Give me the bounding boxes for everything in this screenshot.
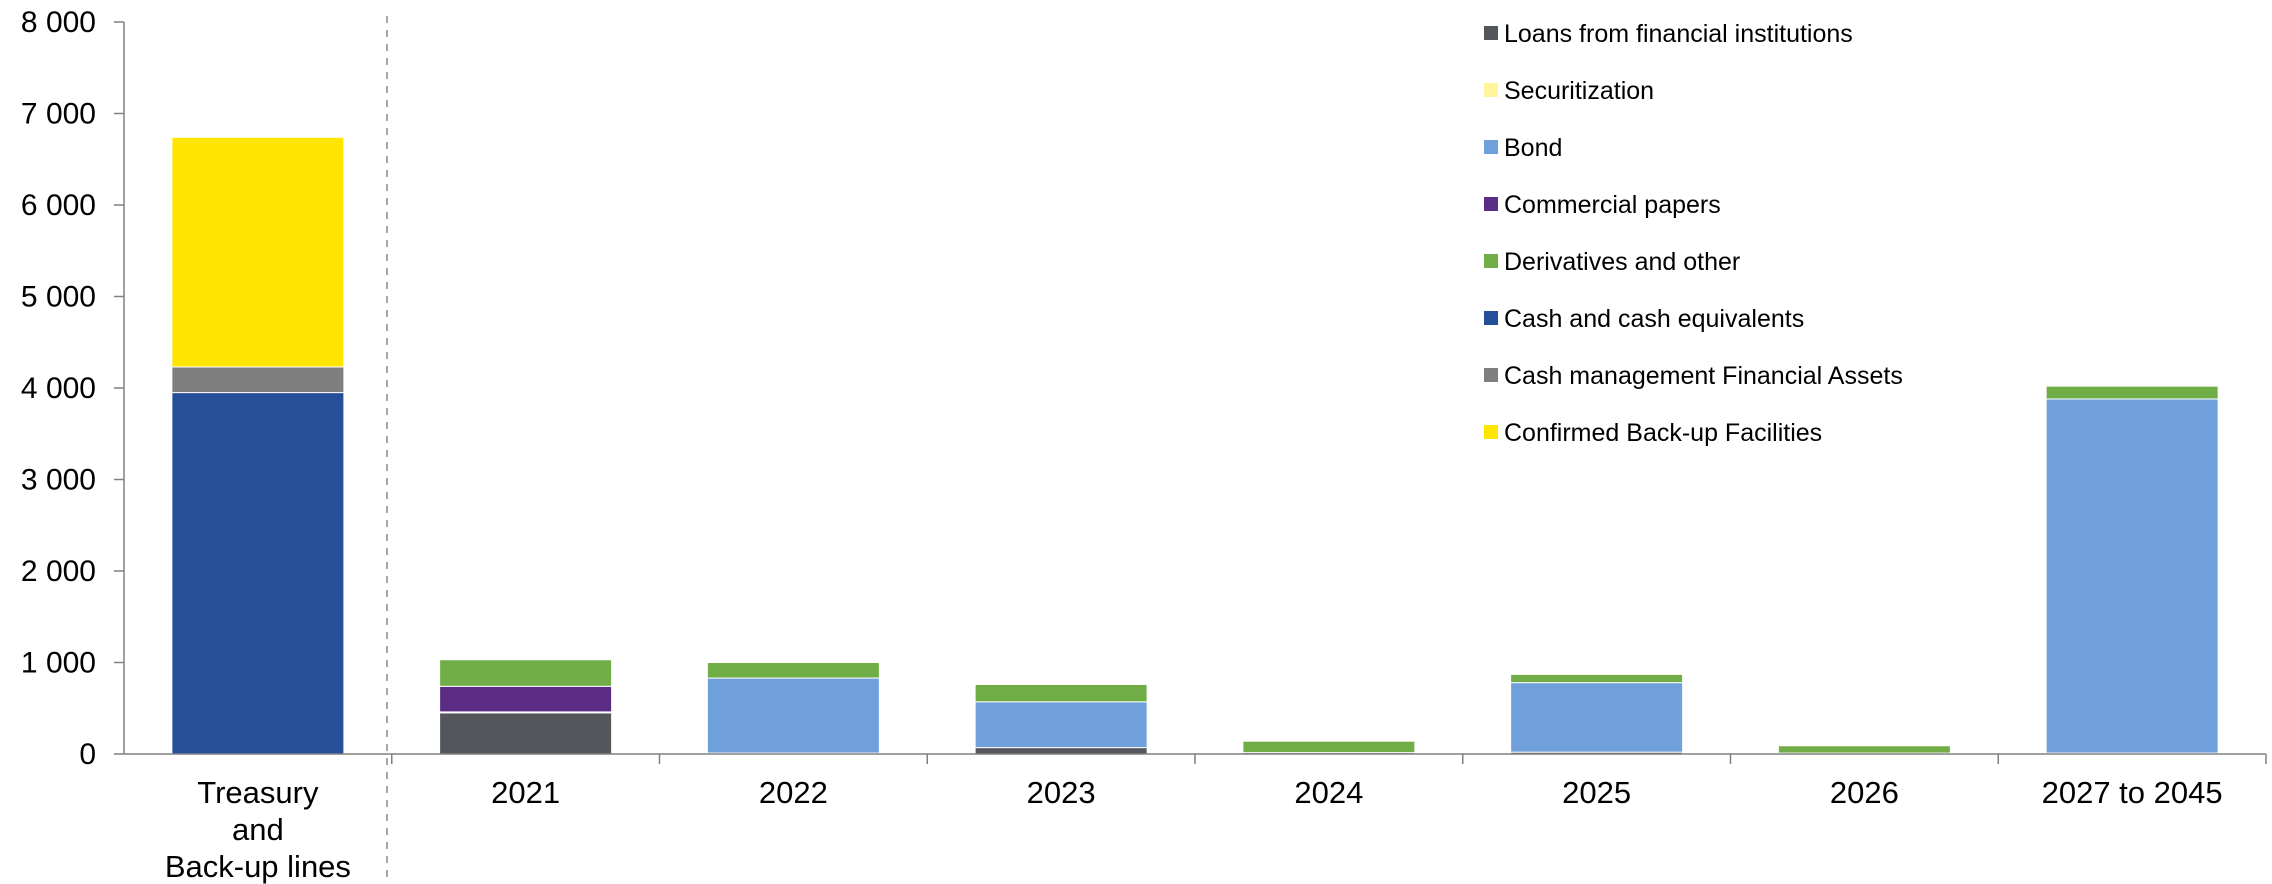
bar-segment-derivatives-and-other <box>2045 385 2219 400</box>
x-category-label: 2023 <box>1027 775 1096 810</box>
y-tick-label: 8 000 <box>21 6 96 39</box>
bar-stack-2021 <box>439 659 613 755</box>
x-category-label: 2027 to 2045 <box>2042 775 2223 810</box>
bar-stack-2025 <box>1510 673 1684 755</box>
x-category-label: and <box>232 812 284 847</box>
bar-segment-derivatives-and-other <box>706 662 880 679</box>
legend-label: Cash and cash equivalents <box>1504 305 1804 333</box>
bars-layer <box>171 136 2219 755</box>
x-category-label: Treasury <box>197 775 319 810</box>
bar-stack-treasury-and-back-up-lines <box>171 136 345 755</box>
bar-segment-derivatives-and-other <box>1510 673 1684 684</box>
legend-label: Confirmed Back-up Facilities <box>1504 419 1822 447</box>
legend-item-confirmed-back-up-facilities: Confirmed Back-up Facilities <box>1484 419 1822 447</box>
bar-stack-2024 <box>1242 740 1416 755</box>
legend-swatch <box>1484 311 1498 325</box>
legend: Loans from financial institutions Securit… <box>1484 20 1903 447</box>
legend-swatch <box>1484 83 1498 97</box>
y-tick-label: 5 000 <box>21 281 96 314</box>
bar-segment-bond <box>1510 682 1684 753</box>
bar-segment-derivatives-and-other <box>974 683 1148 703</box>
bar-stack-2022 <box>706 662 880 755</box>
bar-segment-cash-and-cash-equivalents <box>171 392 345 755</box>
legend-item-cash-management-financial-assets: Cash management Financial Assets <box>1484 362 1903 390</box>
legend-swatch <box>1484 197 1498 211</box>
bar-segment-loans-from-financial-institutions <box>974 747 1148 755</box>
legend-label: Loans from financial institutions <box>1504 20 1853 48</box>
y-tick-label: 0 <box>79 738 96 771</box>
bar-segment-bond <box>974 701 1148 749</box>
bar-segment-confirmed-back-up-facilities <box>171 136 345 368</box>
legend-item-cash-and-cash-equivalents: Cash and cash equivalents <box>1484 305 1804 333</box>
legend-item-bond: Bond <box>1484 134 1562 162</box>
y-tick-label: 1 000 <box>21 647 96 680</box>
legend-label: Bond <box>1504 134 1562 162</box>
bar-stack-2027-to-2045 <box>2045 385 2219 755</box>
bar-segment-bond <box>706 677 880 754</box>
legend-swatch <box>1484 425 1498 439</box>
legend-item-securitization: Securitization <box>1484 77 1654 105</box>
legend-swatch <box>1484 26 1498 40</box>
bar-stack-2026 <box>1777 745 1951 755</box>
legend-swatch <box>1484 368 1498 382</box>
legend-label: Cash management Financial Assets <box>1504 362 1903 390</box>
legend-swatch <box>1484 254 1498 268</box>
y-tick-label: 7 000 <box>21 98 96 131</box>
bar-stack-2023 <box>974 683 1148 755</box>
legend-swatch <box>1484 140 1498 154</box>
x-category-label: 2022 <box>759 775 828 810</box>
legend-label: Securitization <box>1504 77 1654 105</box>
x-category-label: 2021 <box>491 775 560 810</box>
x-category-label: 2024 <box>1294 775 1363 810</box>
bar-segment-derivatives-and-other <box>1777 745 1951 754</box>
legend-label: Commercial papers <box>1504 191 1721 219</box>
legend-item-derivatives-and-other: Derivatives and other <box>1484 248 1740 276</box>
bar-segment-loans-from-financial-institutions <box>439 712 613 755</box>
x-category-label: 2025 <box>1562 775 1631 810</box>
bar-segment-derivatives-and-other <box>1242 740 1416 754</box>
y-tick-labels: 0 1 000 2 000 3 000 4 000 5 000 6 000 7 000 8 00… <box>21 6 124 771</box>
bar-segment-bond <box>2045 398 2219 754</box>
legend-label: Derivatives and other <box>1504 248 1740 276</box>
y-tick-label: 6 000 <box>21 189 96 222</box>
legend-item-loans-from-financial-institutions: Loans from financial institutions <box>1484 20 1853 48</box>
x-category-label: 2026 <box>1830 775 1899 810</box>
bar-segment-commercial-papers <box>439 685 613 713</box>
axes-layer <box>123 16 2266 884</box>
bar-segment-cash-management-financial-assets <box>171 366 345 394</box>
y-tick-label: 3 000 <box>21 464 96 497</box>
bar-segment-derivatives-and-other <box>439 659 613 687</box>
x-category-label: Back-up lines <box>165 849 351 884</box>
y-tick-label: 4 000 <box>21 372 96 405</box>
legend-item-commercial-papers: Commercial papers <box>1484 191 1721 219</box>
y-tick-label: 2 000 <box>21 555 96 588</box>
